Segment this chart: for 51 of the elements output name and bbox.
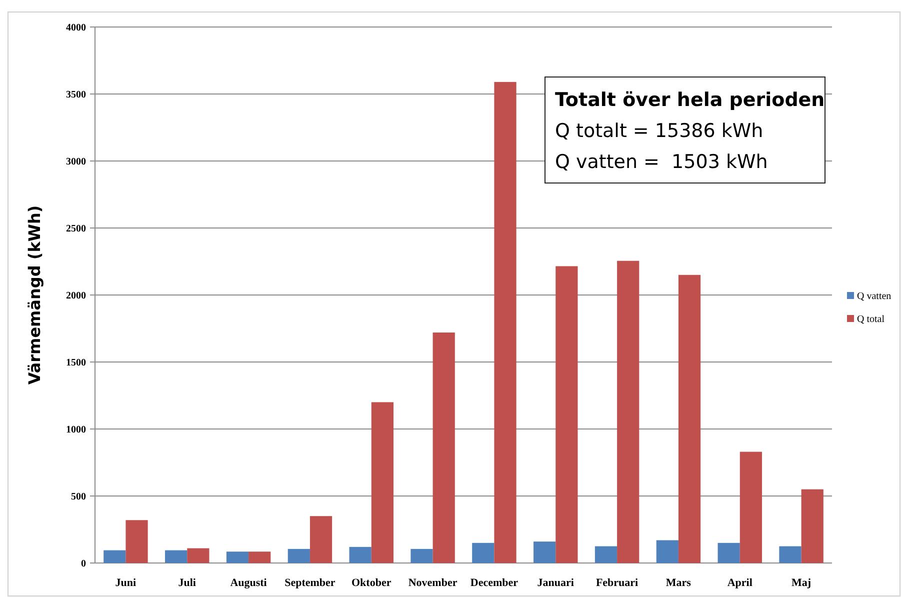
x-tick-label: Augusti: [230, 577, 267, 589]
legend-label: Q total: [857, 314, 885, 325]
bar: [104, 550, 126, 563]
annotation: Totalt över hela perioden: [555, 89, 825, 111]
x-tick-label: Juli: [178, 577, 196, 589]
bar: [594, 546, 618, 563]
y-tick-label: 4000: [66, 22, 86, 34]
bar: [165, 550, 188, 563]
x-tick-label: Oktober: [352, 577, 392, 589]
bar: [349, 546, 372, 563]
x-tick-label: September: [284, 577, 336, 589]
bar: [310, 516, 332, 563]
legend-label: Q vatten: [857, 291, 892, 302]
x-tick-label: December: [470, 577, 518, 589]
bar: [494, 82, 516, 563]
bar: [288, 548, 310, 563]
bar: [371, 402, 394, 563]
bar: [617, 260, 640, 563]
x-tick-label: Maj: [792, 577, 812, 589]
y-tick-label: 3500: [66, 90, 86, 100]
bar: [779, 546, 802, 563]
y-tick-label: 2000: [66, 290, 86, 302]
y-tick-label: 2500: [66, 224, 86, 234]
bar: [801, 489, 824, 563]
annotation: Q vatten = 1503 kWh: [555, 151, 768, 173]
bar: [248, 552, 271, 563]
bar: [656, 540, 678, 563]
x-tick-label: Mars: [666, 577, 692, 589]
x-tick-label: Januari: [537, 577, 574, 589]
y-tick-label: 1000: [66, 424, 86, 436]
bar: [410, 548, 433, 563]
x-tick-label: November: [408, 577, 458, 589]
y-tick-label: 500: [71, 492, 86, 502]
y-axis-title: Värmemängd (kWh): [25, 205, 44, 385]
y-tick-label: 0: [81, 558, 86, 570]
bar: [718, 542, 740, 563]
y-tick-label: 3000: [66, 156, 86, 168]
bar: [472, 542, 494, 563]
x-tick-label: Juni: [115, 577, 136, 589]
bar: [534, 542, 556, 563]
bar: [126, 520, 148, 563]
bar: [226, 552, 249, 563]
x-tick-label: April: [727, 577, 752, 589]
x-tick-label: Februari: [596, 577, 638, 589]
bar: [432, 332, 455, 563]
bar: [556, 266, 578, 563]
y-tick-label: 1500: [66, 358, 86, 368]
bar: [678, 274, 701, 563]
bar: [740, 452, 762, 563]
bar: [187, 548, 210, 563]
annotation: Q totalt = 15386 kWh: [555, 120, 764, 142]
